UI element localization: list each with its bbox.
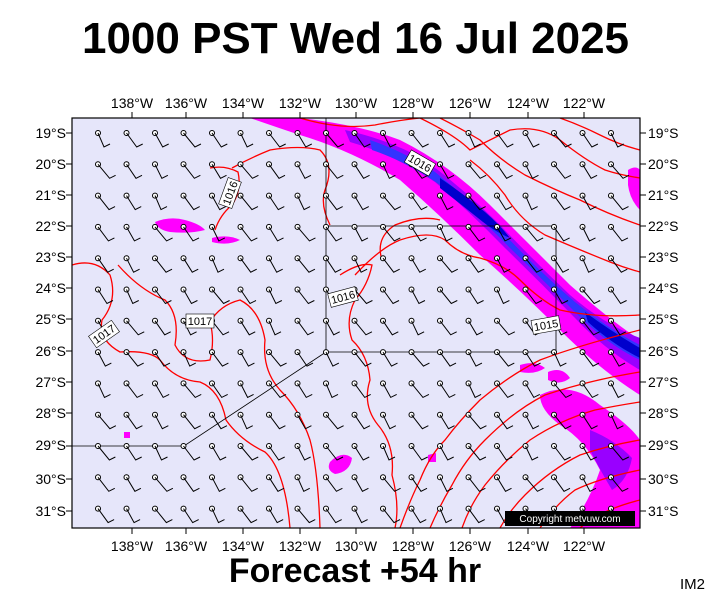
latitude-label: 28°S xyxy=(648,405,679,421)
latitude-label: 26°S xyxy=(648,343,679,359)
latitude-label: 31°S xyxy=(648,503,679,519)
latitude-label: 28°S xyxy=(35,405,66,421)
longitude-label: 138°W xyxy=(111,95,154,111)
latitude-label: 19°S xyxy=(648,125,679,141)
latitude-label: 23°S xyxy=(648,249,679,265)
copyright-badge: Copyright metvuw.com xyxy=(505,511,635,526)
isobar-label: 1015 xyxy=(533,318,559,334)
longitude-label: 122°W xyxy=(563,538,606,554)
map-graticule xyxy=(66,112,646,534)
latitude-label: 22°S xyxy=(35,218,66,234)
longitude-label: 136°W xyxy=(165,538,208,554)
longitude-label: 124°W xyxy=(507,538,550,554)
longitude-label: 132°W xyxy=(279,95,322,111)
isobar-label: 1017 xyxy=(188,316,212,328)
longitude-labels-bottom: 138°W 136°W 134°W 132°W 130°W 128°W 126°… xyxy=(111,538,606,554)
latitude-label: 27°S xyxy=(648,374,679,390)
image-tag: IM2 xyxy=(680,576,706,593)
latitude-label: 21°S xyxy=(648,187,679,203)
latitude-label: 19°S xyxy=(35,125,66,141)
latitude-label: 21°S xyxy=(35,187,66,203)
latitude-label: 29°S xyxy=(648,437,679,453)
latitude-label: 30°S xyxy=(35,471,66,487)
longitude-label: 128°W xyxy=(392,538,435,554)
latitude-label: 30°S xyxy=(648,471,679,487)
latitude-label: 23°S xyxy=(35,249,66,265)
copyright-text: Copyright metvuw.com xyxy=(519,514,620,525)
longitude-label: 130°W xyxy=(335,538,378,554)
latitude-labels-right: 19°S 20°S 21°S 22°S 23°S 24°S 25°S 26°S … xyxy=(648,125,679,519)
longitude-label: 122°W xyxy=(563,95,606,111)
latitude-label: 31°S xyxy=(35,503,66,519)
latitude-label: 22°S xyxy=(648,218,679,234)
longitude-label: 138°W xyxy=(111,538,154,554)
longitude-label: 124°W xyxy=(507,95,550,111)
latitude-label: 20°S xyxy=(35,156,66,172)
longitude-label: 128°W xyxy=(392,95,435,111)
longitude-label: 134°W xyxy=(222,95,265,111)
latitude-label: 25°S xyxy=(648,311,679,327)
forecast-label: Forecast +54 hr xyxy=(228,552,482,590)
latitude-label: 25°S xyxy=(35,311,66,327)
longitude-label: 126°W xyxy=(449,538,492,554)
longitude-label: 132°W xyxy=(279,538,322,554)
isobar-labels: 1016 1016 1016 1017 1017 1015 xyxy=(88,149,562,349)
longitude-label: 136°W xyxy=(165,95,208,111)
latitude-label: 27°S xyxy=(35,374,66,390)
longitude-labels-top: 138°W 136°W 134°W 132°W 130°W 128°W 126°… xyxy=(111,95,606,111)
wind-barbs xyxy=(95,130,630,524)
longitude-label: 126°W xyxy=(449,95,492,111)
latitude-label: 20°S xyxy=(648,156,679,172)
latitude-label: 24°S xyxy=(648,280,679,296)
latitude-label: 26°S xyxy=(35,343,66,359)
longitude-label: 134°W xyxy=(222,538,265,554)
latitude-label: 29°S xyxy=(35,437,66,453)
latitude-labels-left: 19°S 20°S 21°S 22°S 23°S 24°S 25°S 26°S … xyxy=(35,125,66,519)
longitude-label: 130°W xyxy=(335,95,378,111)
map-title: 1000 PST Wed 16 Jul 2025 xyxy=(81,14,630,63)
latitude-label: 24°S xyxy=(35,280,66,296)
